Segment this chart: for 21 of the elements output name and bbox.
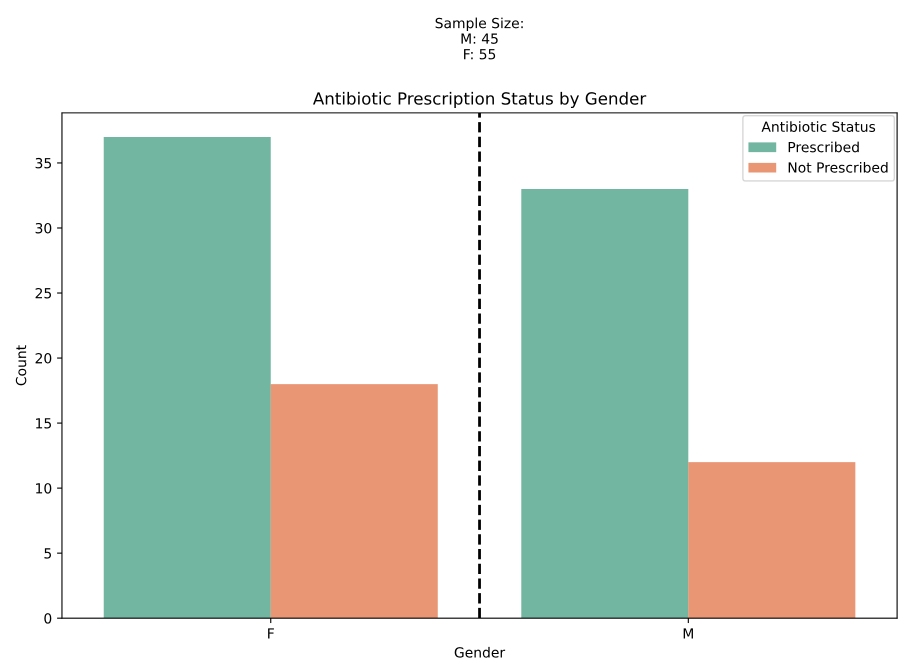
x-tick-label: F — [268, 628, 274, 638]
y-axis-title: Count — [16, 345, 26, 386]
bar — [521, 188, 688, 618]
legend-label: Prescribed — [788, 142, 859, 152]
bar — [270, 384, 438, 618]
legend-label: Not Prescribed — [788, 162, 888, 173]
bar — [104, 136, 271, 618]
text: Sample Size: M: 45 F: 55 — [436, 18, 523, 60]
y-tick-label: 0 — [44, 613, 52, 624]
legend-title: Antibiotic Status — [762, 121, 876, 132]
y-tick-label: 30 — [36, 222, 52, 234]
bar — [688, 462, 856, 618]
y-tick-label: 10 — [36, 483, 52, 494]
chart-title: Antibiotic Prescription Status by Gender — [312, 92, 646, 108]
y-tick-label: 5 — [44, 548, 52, 559]
y-tick-label: 25 — [36, 288, 52, 298]
y-tick-label: 20 — [36, 353, 52, 364]
y-tick-label: 35 — [36, 158, 52, 168]
x-axis-title: Gender — [454, 646, 506, 658]
x-tick-label: M — [684, 628, 693, 638]
y-tick-label: 15 — [36, 418, 52, 429]
